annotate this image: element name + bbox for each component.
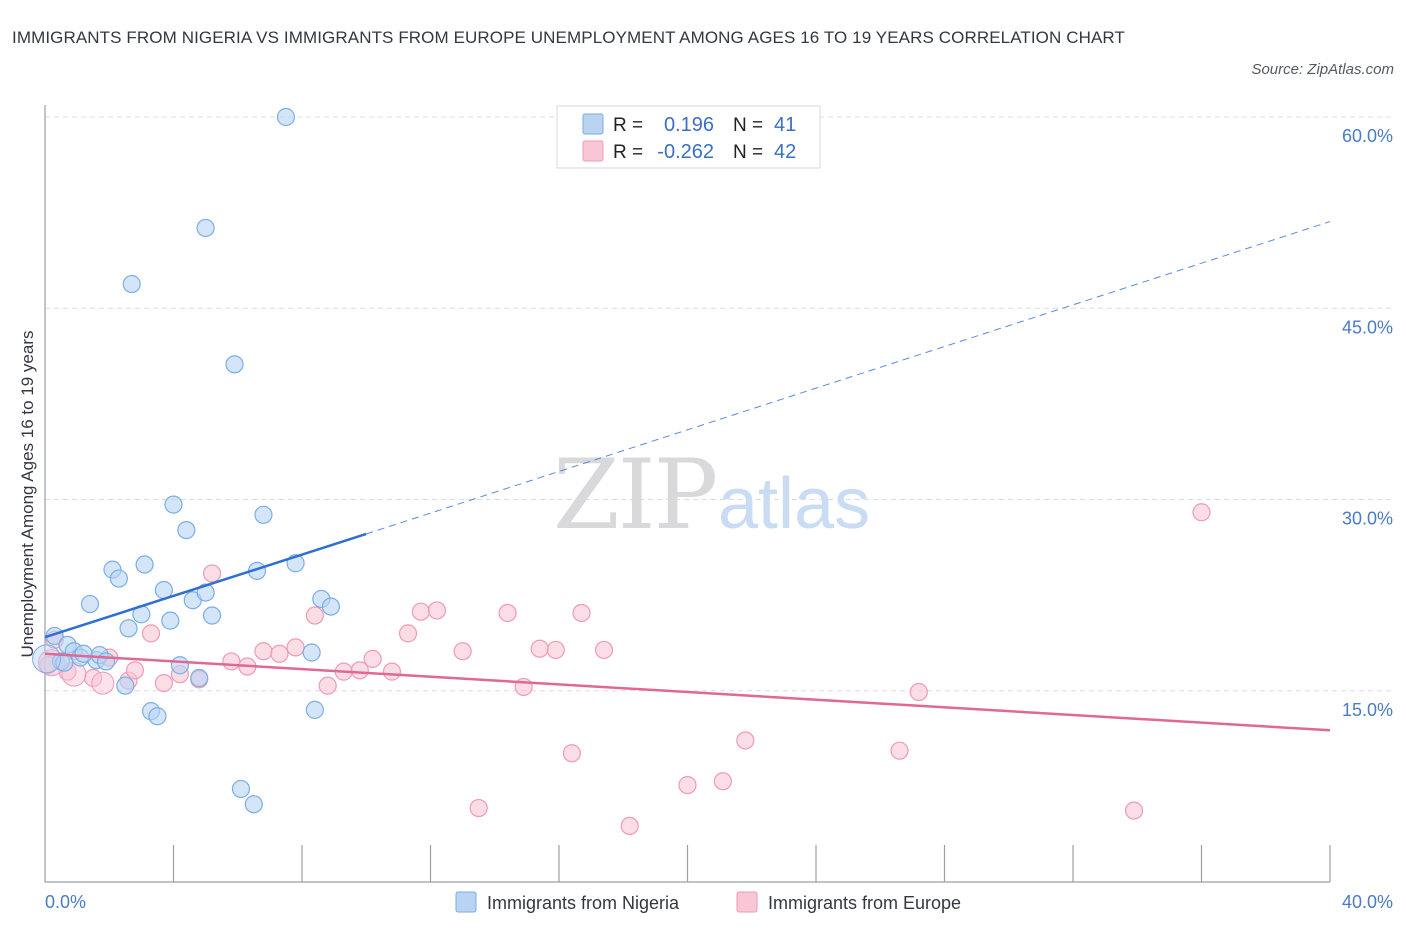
nigeria-point-19 (164, 495, 183, 514)
y-tick-label-60: 60.0% (1342, 126, 1393, 146)
europe-point-41 (1124, 801, 1144, 820)
europe-point-33 (572, 603, 591, 623)
nigeria-point-28 (225, 355, 244, 374)
europe-point-27 (469, 798, 488, 818)
nigeria-point-23 (190, 668, 209, 688)
nigeria-point-29 (231, 779, 251, 799)
europe-point-39 (890, 741, 909, 760)
chart-title: IMMIGRANTS FROM NIGERIA VS IMMIGRANTS FR… (12, 28, 1125, 47)
europe-points (37, 503, 1211, 836)
europe-point-14 (254, 642, 273, 661)
nigeria-point-38 (321, 597, 341, 616)
y-axis-label: Unemployment Among Ages 16 to 19 years (18, 331, 37, 658)
y-tick-label-15: 15.0% (1342, 700, 1393, 720)
europe-point-32 (562, 744, 581, 763)
y-tick-label-30: 30.0% (1342, 509, 1393, 529)
stats-swatch-nigeria (582, 113, 604, 135)
europe-point-26 (453, 642, 472, 661)
source-credit: Source: ZipAtlas.com (1251, 61, 1394, 78)
nigeria-point-40 (74, 644, 93, 663)
stats-n-value-nigeria: 41 (774, 114, 796, 136)
nigeria-point-33 (276, 107, 296, 127)
europe-point-cluster-c (91, 671, 115, 695)
legend-label-europe: Immigrants from Europe (768, 893, 961, 913)
nigeria-point-32 (254, 505, 273, 524)
europe-trendline (44, 652, 1331, 732)
y-tick-label-45: 45.0% (1342, 317, 1393, 337)
nigeria-point-25 (202, 606, 222, 625)
nigeria-point-24 (196, 583, 215, 602)
nigeria-point-36 (305, 700, 324, 719)
legend-swatch-nigeria (455, 891, 477, 913)
europe-point-22 (382, 662, 402, 681)
europe-point-30 (530, 639, 549, 658)
europe-point-15 (270, 644, 289, 663)
stats-n-label-europe: N = (733, 142, 763, 163)
europe-point-28 (498, 603, 517, 623)
europe-point-25 (427, 601, 447, 620)
europe-point-16 (286, 638, 305, 657)
nigeria-point-21 (177, 520, 196, 540)
nigeria-point-12 (119, 619, 138, 638)
stats-r-value-nigeria: 0.196 (664, 114, 714, 136)
europe-point-40 (909, 682, 928, 702)
gridlines (45, 116, 1393, 692)
stats-legend: R = 0.196 N = 41 R = -0.262 N = 42 (556, 105, 821, 169)
europe-point-37 (713, 772, 732, 791)
europe-point-24 (411, 602, 430, 621)
nigeria-point-11 (116, 676, 135, 695)
stats-r-label-europe: R = (613, 142, 643, 163)
nigeria-point-16 (148, 707, 167, 726)
europe-point-8 (154, 673, 173, 693)
watermark-atlas: atlas (718, 464, 870, 544)
nigeria-point-27 (196, 218, 215, 238)
nigeria-point-26 (122, 274, 141, 294)
stats-n-label-nigeria: N = (733, 115, 763, 136)
europe-point-35 (620, 816, 639, 836)
x-tick-label-min: 0.0% (45, 892, 86, 912)
europe-point-11 (202, 564, 222, 583)
nigeria-trendline (44, 532, 367, 639)
nigeria-point-14 (135, 555, 154, 574)
stats-r-value-europe: -0.262 (657, 141, 714, 163)
x-tick-label-max: 40.0% (1342, 892, 1393, 912)
stats-r-label-nigeria: R = (613, 115, 643, 136)
y-axis-tick-labels: 15.0% 30.0% 45.0% 60.0% (1342, 126, 1393, 720)
series-legend: Immigrants from Nigeria Immigrants from … (455, 891, 961, 913)
nigeria-point-20 (170, 656, 190, 675)
nigeria-trendline-extension (366, 221, 1331, 535)
europe-point-34 (594, 640, 614, 660)
nigeria-point-cluster-a (32, 644, 62, 674)
nigeria-point-18 (161, 611, 180, 630)
watermark-zip: ZIP (553, 439, 716, 551)
nigeria-point-10 (109, 569, 128, 588)
watermark: ZIP atlas (553, 439, 870, 551)
europe-point-31 (546, 640, 565, 660)
europe-point-6 (125, 661, 145, 680)
nigeria-points (32, 107, 341, 814)
nigeria-point-8 (96, 652, 116, 671)
legend-swatch-europe (736, 891, 758, 913)
nigeria-point-35 (302, 643, 321, 662)
stats-swatch-europe (582, 140, 604, 162)
nigeria-point-30 (244, 795, 263, 814)
stats-n-value-europe: 42 (774, 141, 796, 163)
europe-point-23 (398, 624, 418, 643)
legend-label-nigeria: Immigrants from Nigeria (487, 893, 680, 913)
europe-point-17 (305, 606, 324, 625)
europe-point-21 (363, 649, 382, 668)
europe-point-20 (350, 661, 369, 680)
europe-point-18 (318, 676, 337, 695)
europe-point-36 (678, 775, 697, 795)
europe-point-12 (222, 652, 241, 671)
europe-point-7 (141, 624, 161, 643)
nigeria-point-5 (80, 594, 100, 614)
europe-point-38 (736, 731, 755, 750)
europe-point-42 (1192, 503, 1211, 522)
x-axis-ticks (172, 845, 1331, 882)
trendlines (44, 221, 1331, 732)
